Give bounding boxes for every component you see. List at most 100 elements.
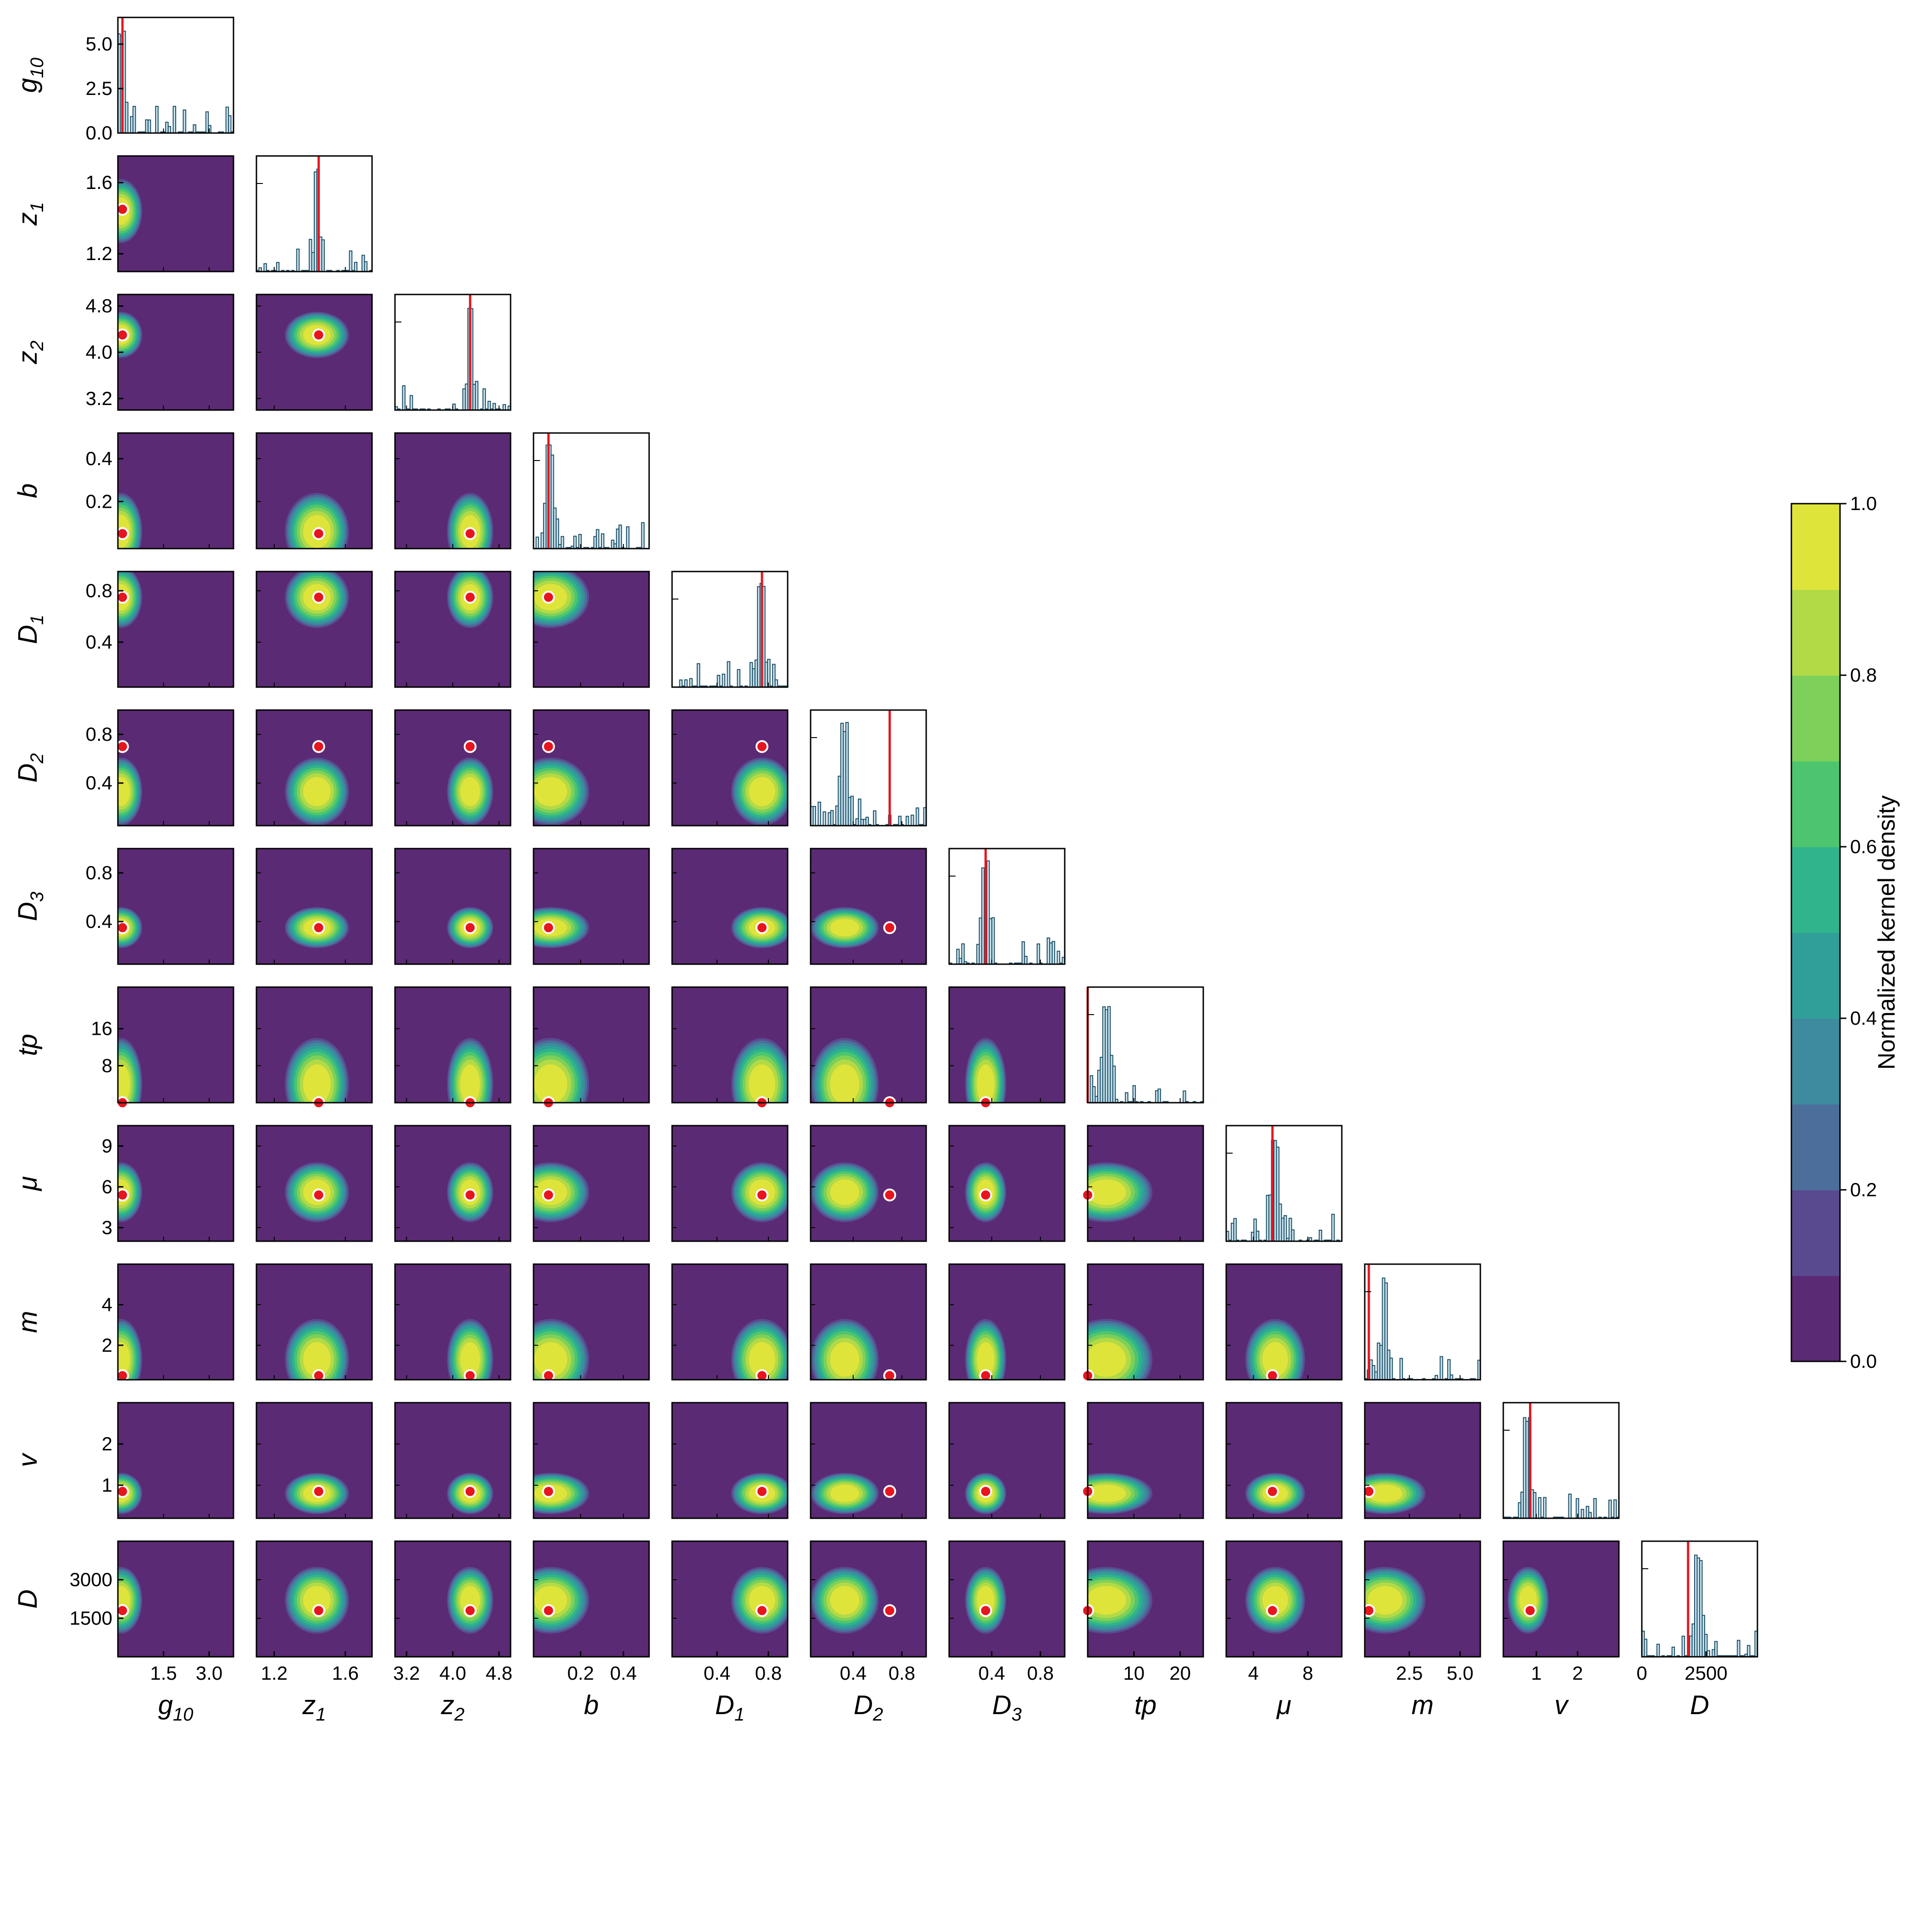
y-tick-label: 0.4 bbox=[86, 772, 112, 794]
hist-bar bbox=[961, 943, 965, 964]
colorbar-band bbox=[1791, 1104, 1840, 1190]
hist-bar bbox=[1036, 943, 1040, 964]
truth-point bbox=[1362, 1604, 1375, 1617]
panel-frame bbox=[1087, 1125, 1204, 1242]
y-tick-label: 0.8 bbox=[86, 723, 112, 745]
hist-bar bbox=[1593, 1498, 1597, 1518]
panel-frame bbox=[533, 432, 650, 550]
hist-bar bbox=[850, 795, 854, 826]
panel-frame bbox=[256, 986, 373, 1104]
truth-point bbox=[116, 1485, 129, 1498]
density-contours bbox=[534, 1567, 589, 1634]
panel-frame bbox=[1364, 1540, 1481, 1658]
truth-point bbox=[1266, 1369, 1279, 1382]
panel-frame bbox=[117, 848, 234, 965]
x-tick-label: 3.0 bbox=[196, 1662, 222, 1684]
density-level bbox=[460, 1342, 480, 1377]
x-axis-label: z2 bbox=[440, 1690, 464, 1725]
hist-bar bbox=[845, 722, 849, 826]
panel-b-b bbox=[533, 432, 650, 550]
density-background bbox=[118, 294, 233, 410]
hist-bar bbox=[208, 125, 211, 133]
density-contours bbox=[285, 1038, 349, 1103]
truth-point bbox=[312, 921, 325, 934]
x-tick-label: 4 bbox=[1248, 1662, 1259, 1684]
panel-frame bbox=[1225, 1125, 1343, 1242]
panel-D2-D1 bbox=[671, 709, 789, 827]
hist-bar bbox=[349, 250, 353, 272]
y-tick-label: 2 bbox=[102, 1433, 112, 1455]
panel-frame bbox=[671, 1125, 789, 1242]
hist-bar bbox=[276, 262, 280, 272]
y-tick-label: 1.2 bbox=[86, 243, 112, 264]
density-level bbox=[303, 1064, 331, 1103]
truth-point bbox=[756, 1188, 768, 1202]
hist-bar bbox=[1608, 1499, 1612, 1518]
truth-point bbox=[312, 1369, 325, 1382]
panel-frame bbox=[117, 17, 234, 134]
x-tick-label: 0.4 bbox=[978, 1662, 1005, 1684]
x-tick-label: 1.6 bbox=[332, 1662, 359, 1684]
hist-bar bbox=[1389, 1357, 1393, 1380]
x-tick-label: 0.4 bbox=[840, 1662, 867, 1684]
hist-bar bbox=[183, 109, 186, 133]
hist-bar bbox=[573, 535, 577, 549]
panel-frame bbox=[671, 1540, 789, 1658]
panel-D2-D2 bbox=[810, 709, 927, 827]
panel-D2-z2 bbox=[394, 709, 511, 827]
panel-z1-g10: 1.6 1.2 z1 bbox=[13, 155, 234, 272]
y-tick-label: 0.4 bbox=[86, 448, 112, 469]
hist-bar bbox=[321, 239, 325, 272]
hist-bar bbox=[1440, 1356, 1443, 1380]
panel-D-D3: 0.4 0.8D3 bbox=[948, 1540, 1066, 1725]
truth-point bbox=[756, 740, 768, 753]
panel-frame bbox=[533, 1540, 650, 1658]
hist-bar bbox=[167, 126, 172, 133]
density-level bbox=[830, 919, 860, 937]
density-background bbox=[395, 849, 511, 964]
y-tick-label: 5.0 bbox=[86, 33, 112, 55]
truth-point bbox=[116, 591, 129, 604]
hist-bar bbox=[1533, 1492, 1537, 1518]
hist-bar bbox=[155, 105, 159, 133]
density-level bbox=[118, 1342, 130, 1377]
density-contours bbox=[1088, 1567, 1153, 1634]
density-contours bbox=[534, 1319, 589, 1380]
hist-bars bbox=[1365, 1277, 1480, 1380]
truth-point bbox=[979, 1188, 992, 1202]
panel-tp-D2 bbox=[810, 986, 927, 1109]
x-tick-label: 4.0 bbox=[439, 1662, 466, 1684]
hist-bar bbox=[1056, 950, 1061, 964]
panel-b-z1 bbox=[256, 432, 373, 550]
panel-frame bbox=[533, 848, 650, 965]
truth-point bbox=[883, 1188, 896, 1202]
panel-D-m: 2.5 5.0 m bbox=[1362, 1540, 1481, 1720]
truth-point bbox=[542, 740, 555, 753]
hist-bar bbox=[1132, 1085, 1136, 1103]
density-contours bbox=[447, 493, 494, 549]
panel-frame bbox=[1087, 1540, 1204, 1658]
truth-point bbox=[542, 921, 555, 934]
hist-bar bbox=[402, 385, 406, 410]
panel-frame bbox=[256, 1540, 373, 1658]
y-axis-label: D bbox=[13, 1589, 43, 1609]
panel-D-D: 0 2500 D bbox=[1636, 1540, 1758, 1720]
x-axis-label: D bbox=[1690, 1690, 1709, 1720]
truth-point bbox=[756, 921, 768, 934]
hist-bar bbox=[172, 105, 176, 133]
density-contours bbox=[811, 907, 879, 949]
panel-frame bbox=[948, 1402, 1066, 1519]
y-axis-label: μ bbox=[13, 1176, 43, 1192]
density-contours bbox=[285, 1473, 349, 1514]
panel-D1-D1 bbox=[671, 571, 789, 688]
panel-mu-D3 bbox=[948, 1125, 1066, 1242]
hist-bar bbox=[1284, 1215, 1287, 1241]
density-contours bbox=[118, 1319, 143, 1380]
panel-frame bbox=[1502, 1402, 1620, 1519]
panel-D2-b bbox=[533, 709, 650, 827]
panel-frame bbox=[671, 848, 789, 965]
hist-bar bbox=[1613, 1499, 1617, 1518]
x-tick-label: 20 bbox=[1169, 1662, 1191, 1684]
density-level bbox=[1368, 1484, 1403, 1503]
density-background bbox=[118, 849, 233, 964]
